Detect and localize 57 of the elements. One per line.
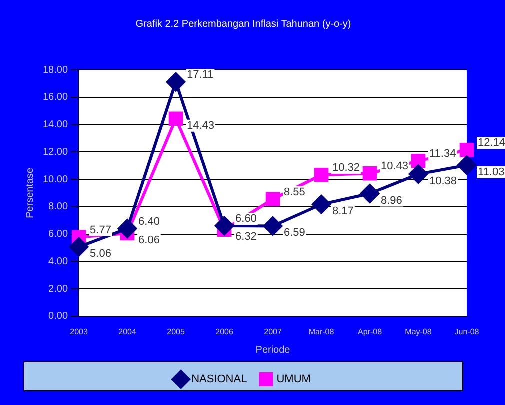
- point: [168, 112, 184, 126]
- data-label: 6.59: [284, 227, 306, 240]
- point: [215, 216, 234, 236]
- data-label: 6.06: [138, 234, 160, 246]
- x-tick-label: 2004: [118, 327, 137, 336]
- data-label: 10.43: [381, 160, 409, 173]
- point: [264, 216, 283, 236]
- y-tick-label: 8.00: [48, 202, 68, 213]
- data-label: 8.17: [332, 206, 354, 218]
- point: [118, 219, 138, 238]
- point: [458, 156, 476, 175]
- point: [362, 166, 378, 181]
- point: [409, 164, 428, 184]
- x-tick-label: Mar-08: [308, 327, 335, 336]
- x-tick-label: 2006: [216, 327, 234, 336]
- legend-label: UMUM: [276, 374, 311, 386]
- point: [166, 72, 186, 92]
- y-tick-label: 6.00: [48, 229, 68, 240]
- y-tick-label: 18.00: [42, 64, 68, 76]
- data-label: 14.43: [187, 120, 215, 132]
- point: [460, 143, 474, 158]
- y-tick-label: 4.00: [48, 256, 68, 268]
- data-label: 5.77: [90, 224, 112, 236]
- data-label: 12.14: [478, 137, 505, 150]
- point: [314, 168, 329, 182]
- data-label: 17.11: [187, 69, 214, 82]
- x-tick-label: Jun-08: [454, 327, 480, 336]
- point: [360, 184, 380, 204]
- data-label: 5.06: [90, 248, 112, 260]
- point: [266, 192, 280, 207]
- y-tick-label: 2.00: [48, 284, 68, 295]
- data-label: 11.03: [478, 166, 505, 178]
- y-tick-label: 10.00: [42, 174, 68, 186]
- data-label: 6.32: [236, 230, 257, 243]
- data-label: 6.40: [138, 216, 160, 228]
- chart-title: Grafik 2.2 Perkembangan Inflasi Tahunan (y-o-y): [136, 18, 352, 30]
- x-tick-label: May-08: [405, 327, 432, 336]
- x-tick-label: 2005: [167, 327, 186, 336]
- data-label: 10.38: [430, 175, 458, 188]
- data-label: 8.55: [284, 186, 306, 198]
- x-axis-title: Periode: [256, 344, 291, 356]
- y-tick-label: 12.00: [42, 146, 68, 158]
- data-label: 6.60: [236, 213, 257, 226]
- point: [312, 195, 332, 214]
- y-axis-title: Persentase: [24, 167, 36, 218]
- legend-label: NASIONAL: [192, 374, 248, 386]
- y-tick-label: 16.00: [42, 92, 68, 104]
- y-tick-label: 0.00: [48, 311, 68, 322]
- x-tick-label: 2003: [70, 327, 88, 336]
- x-tick-label: Apr-08: [358, 327, 383, 336]
- data-label: 11.34: [430, 148, 456, 160]
- point: [411, 154, 426, 168]
- data-label: 8.96: [381, 194, 402, 207]
- point: [70, 238, 89, 257]
- x-tick-label: 2007: [264, 327, 282, 336]
- data-label: 10.32: [332, 162, 360, 174]
- y-tick-label: 14.00: [42, 120, 68, 131]
